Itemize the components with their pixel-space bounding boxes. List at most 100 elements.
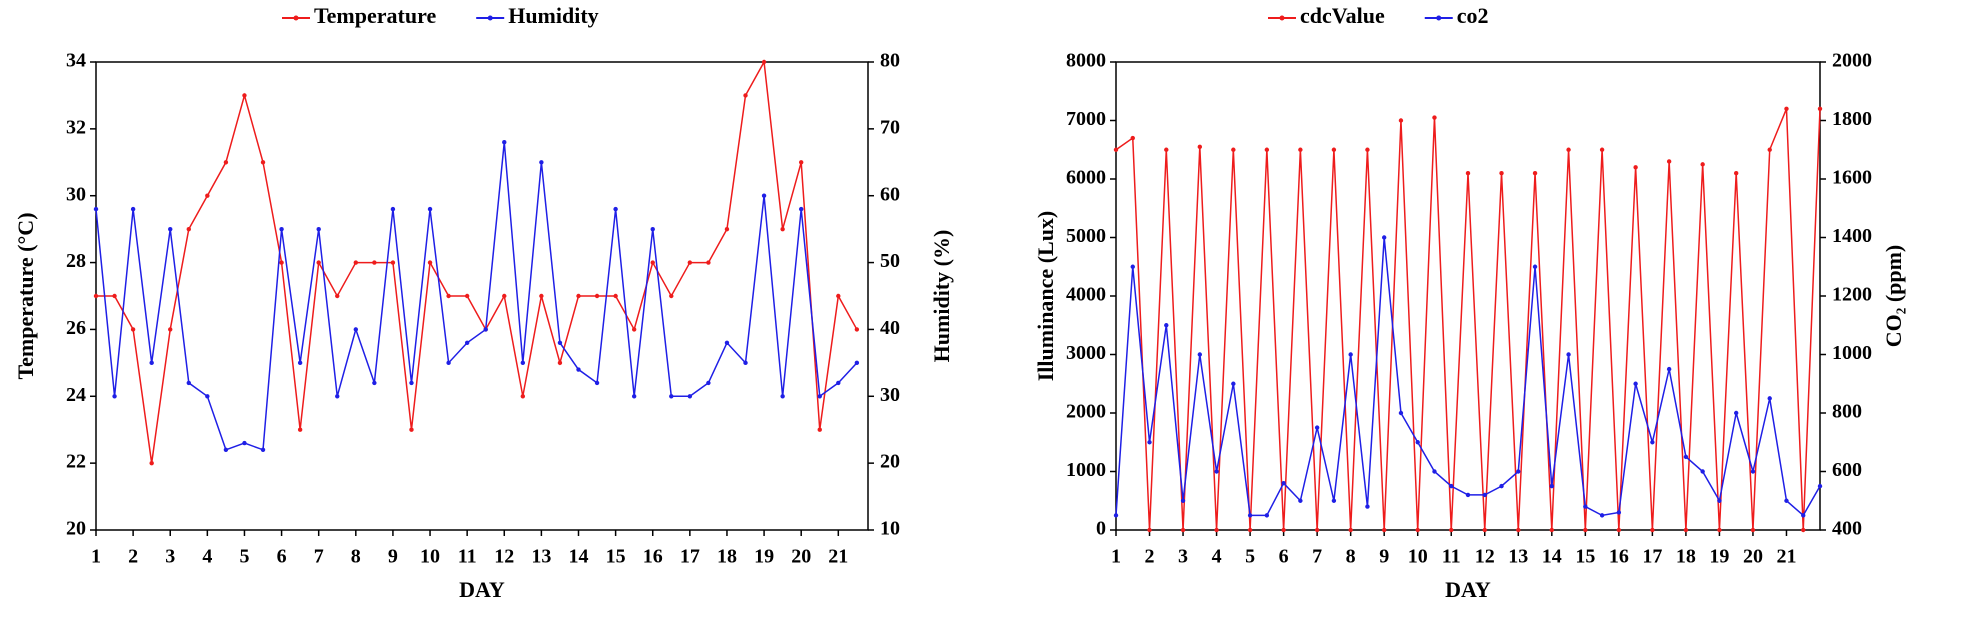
x-tick-label: 2 [1145, 546, 1155, 568]
y-tick-label: 32 [66, 116, 86, 138]
data-point [297, 360, 303, 366]
data-point [1717, 527, 1722, 533]
x-tick-label: 1 [1111, 546, 1121, 568]
data-point [1532, 170, 1538, 176]
x-tick-label: 7 [314, 546, 324, 568]
data-point [353, 327, 359, 332]
data-point [1214, 469, 1219, 474]
data-point [1214, 527, 1219, 533]
data-point [502, 140, 507, 145]
y-tick-label: 28 [66, 250, 86, 272]
data-point [130, 206, 136, 212]
data-point [1197, 144, 1203, 150]
y2-tick-label: 1800 [1832, 108, 1872, 130]
data-point [817, 394, 822, 399]
data-point [1247, 527, 1253, 533]
data-point [724, 340, 730, 345]
data-point [1314, 425, 1320, 430]
y2-tick-label: 1400 [1832, 225, 1872, 247]
y-tick-label: 24 [66, 384, 86, 406]
y2-tick-label: 400 [1832, 518, 1862, 540]
legend-marker [487, 15, 493, 21]
y2-tick-label: 2000 [1832, 50, 1872, 72]
y-tick-label: 3000 [1066, 342, 1106, 364]
x-tick-label: 4 [202, 546, 212, 568]
data-point [539, 293, 544, 299]
y-tick-label: 7000 [1066, 108, 1106, 130]
data-point [1633, 381, 1638, 386]
data-point [669, 293, 674, 299]
x-tick-label: 9 [1379, 546, 1389, 568]
x-tick-label: 16 [1609, 546, 1629, 568]
data-point [1314, 527, 1320, 533]
x-tick-label: 3 [165, 546, 175, 568]
data-point [1616, 510, 1622, 515]
data-point [464, 293, 470, 299]
data-point [1549, 483, 1555, 489]
x-tick-label: 5 [1245, 546, 1255, 568]
data-point [149, 360, 154, 366]
data-point [1398, 118, 1404, 123]
y2-tick-label: 800 [1832, 401, 1862, 423]
data-point [1264, 513, 1270, 518]
series-line [1115, 237, 1821, 517]
data-point [594, 380, 600, 386]
x-tick-label: 6 [277, 546, 287, 568]
data-point [112, 394, 117, 399]
data-point [1331, 498, 1337, 503]
x-tick-label: 18 [1676, 546, 1696, 568]
data-point [817, 427, 822, 432]
x-tick-label: 12 [1475, 546, 1495, 568]
data-point [1499, 483, 1504, 489]
data-point [1164, 323, 1169, 328]
data-point [1817, 483, 1823, 489]
data-point [594, 293, 600, 299]
y2-tick-label: 1600 [1832, 167, 1872, 189]
data-point [446, 293, 451, 299]
y2-tick-label: 1000 [1832, 342, 1872, 364]
data-point [279, 260, 284, 265]
x-tick-label: 13 [531, 546, 551, 568]
data-point [1147, 440, 1152, 445]
y-tick-label: 4000 [1066, 284, 1106, 306]
data-point [687, 394, 693, 399]
data-point [706, 380, 711, 386]
data-point [1381, 235, 1387, 240]
y-tick-label: 20 [66, 518, 86, 540]
data-point [1750, 469, 1756, 474]
x-tick-label: 14 [1542, 546, 1562, 568]
data-point [557, 360, 563, 366]
y-axis-title: Illuminance (Lux) [1033, 211, 1058, 382]
data-point [260, 160, 266, 165]
x-tick-label: 6 [1279, 546, 1289, 568]
data-point [93, 293, 99, 299]
x-tick-label: 19 [754, 546, 774, 568]
data-point [205, 193, 210, 198]
data-point [1666, 159, 1672, 164]
data-point [687, 260, 693, 265]
x-tick-label: 1 [91, 546, 101, 568]
data-point [1449, 527, 1454, 533]
legend-marker [293, 15, 299, 21]
x-tick-label: 10 [420, 546, 440, 568]
y2-tick-label: 600 [1832, 459, 1862, 481]
data-point [1499, 170, 1504, 176]
data-point [780, 394, 785, 399]
data-point [520, 360, 526, 366]
data-point [1516, 469, 1521, 474]
data-point [1599, 147, 1605, 152]
data-point [335, 394, 340, 399]
data-point [1113, 147, 1119, 152]
data-point [1180, 527, 1186, 533]
data-point [242, 440, 247, 446]
data-point [1516, 527, 1521, 533]
data-point [631, 394, 637, 399]
y-tick-label: 26 [66, 317, 86, 339]
x-tick-label: 11 [1442, 546, 1461, 568]
y-axis-title: Temperature (°C) [13, 212, 38, 379]
x-axis-title: DAY [1445, 577, 1491, 602]
x-tick-label: 15 [606, 546, 626, 568]
data-point [1449, 483, 1454, 489]
x-axis-title: DAY [459, 577, 505, 602]
data-point [1398, 410, 1404, 416]
